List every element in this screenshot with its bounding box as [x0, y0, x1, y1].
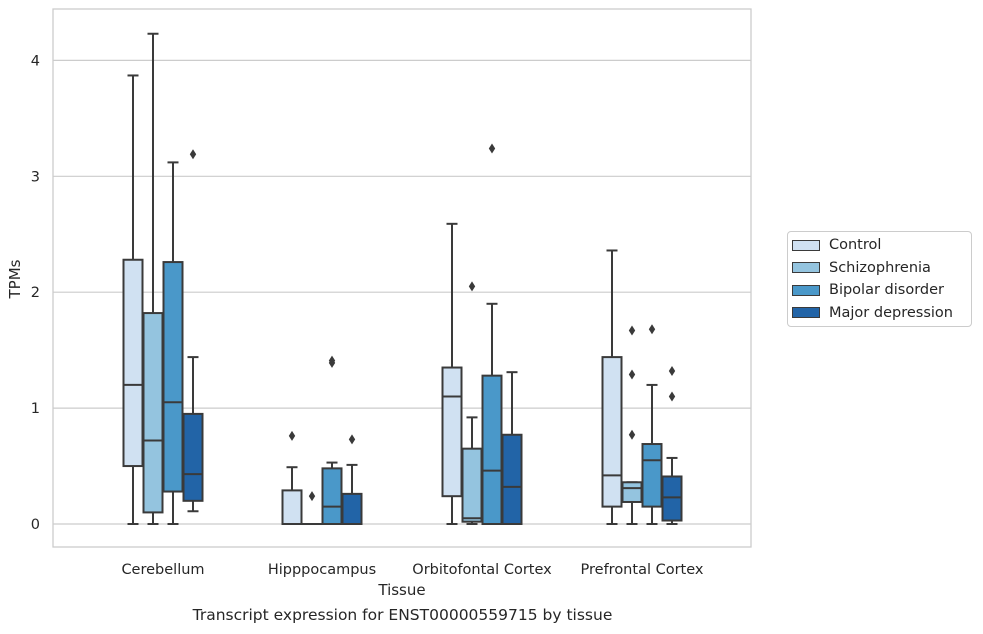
legend-label: Bipolar disorder: [829, 282, 944, 298]
x-tick-label: Cerebellum: [121, 562, 204, 578]
box-schizophrenia: [301, 491, 323, 526]
y-axis-label: TPMs: [6, 259, 24, 299]
legend-label: Major depression: [829, 304, 953, 321]
box-body: [661, 475, 683, 522]
box-bipolar-disorder: [481, 143, 503, 526]
outlier-point: [308, 491, 316, 502]
box-control: [601, 249, 623, 525]
box-bipolar-disorder: [641, 324, 663, 525]
legend-item: Schizophrenia: [792, 258, 931, 278]
box-major-depression: [661, 366, 683, 525]
box-body: [481, 374, 503, 526]
x-tick-label: Prefrontal Cortex: [581, 562, 704, 578]
outlier-point: [468, 281, 476, 292]
x-tick-label: Orbitofontal Cortex: [412, 562, 552, 578]
box-body: [461, 447, 483, 523]
box-body: [601, 356, 623, 508]
y-tick-labels: 0 1 2 3 4: [31, 53, 40, 533]
legend-label: Schizophrenia: [829, 259, 931, 276]
legend-swatch: [792, 307, 820, 318]
box-control: [441, 222, 463, 525]
chart-caption: Transcript expression for ENST0000055971…: [192, 606, 613, 624]
box-bipolar-disorder: [162, 161, 184, 525]
box-major-depression: [501, 371, 523, 525]
outlier-point: [488, 143, 496, 154]
box-body: [501, 433, 523, 525]
legend-swatch: [792, 284, 820, 296]
legend-item: Major depression: [792, 303, 953, 323]
legend-label: Control: [829, 237, 882, 253]
box-control: [281, 430, 303, 526]
box-body: [641, 443, 663, 508]
box-body: [321, 467, 343, 526]
box-major-depression: [182, 149, 204, 513]
box-body: [142, 312, 164, 514]
outlier-point: [628, 369, 636, 380]
y-tick-label: 1: [31, 401, 40, 417]
box-control: [122, 74, 144, 525]
box-body: [122, 258, 144, 468]
x-axis-label: Tissue: [377, 581, 425, 599]
outlier-point: [328, 355, 336, 366]
box-body: [621, 481, 643, 503]
outlier-point: [628, 429, 636, 440]
outlier-point: [348, 434, 356, 445]
box-body: [182, 412, 204, 502]
box-body: [441, 366, 463, 498]
y-tick-label: 2: [31, 285, 40, 301]
outlier-point: [648, 324, 656, 335]
legend-item: Control: [792, 235, 881, 255]
box-body: [341, 492, 363, 525]
box-major-depression: [341, 434, 363, 525]
box-bipolar-disorder: [321, 355, 343, 526]
legend-swatch: [792, 239, 820, 251]
y-tick-label: 0: [31, 517, 40, 533]
y-tick-label: 3: [31, 169, 40, 185]
x-tick-label: Hipppocampus: [268, 562, 376, 578]
box-body: [162, 261, 184, 493]
box-schizophrenia: [621, 325, 643, 525]
outlier-point: [628, 325, 636, 336]
boxes: [122, 32, 683, 526]
y-tick-label: 4: [31, 53, 40, 69]
plot-frame: [52, 8, 752, 548]
legend: Control Schizophrenia Bipolar disorder Majo…: [787, 231, 972, 327]
box-schizophrenia: [461, 281, 483, 525]
legend-swatch: [792, 262, 820, 273]
box-body: [281, 489, 303, 526]
box-schizophrenia: [142, 32, 164, 525]
x-tick-labels: Cerebellum Hipppocampus Orbitofontal Corte…: [121, 562, 703, 578]
outlier-point: [288, 430, 296, 441]
outlier-point: [668, 391, 676, 402]
outlier-point: [189, 149, 197, 160]
legend-item: Bipolar disorder: [792, 280, 944, 300]
outlier-point: [668, 366, 676, 377]
